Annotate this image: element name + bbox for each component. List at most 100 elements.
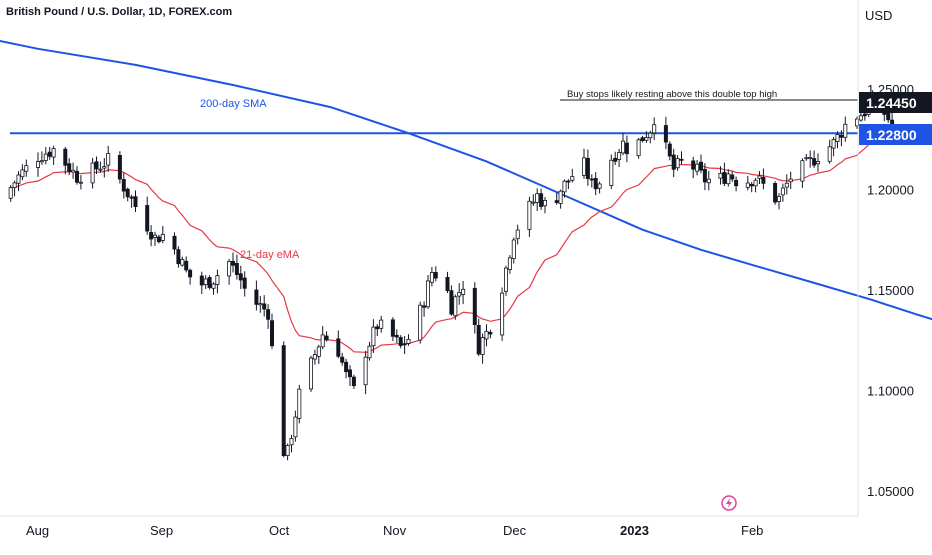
candle-body: [375, 326, 380, 330]
candle: [652, 117, 657, 141]
candle: [363, 350, 368, 395]
candle: [47, 146, 52, 160]
candle-body: [172, 235, 177, 250]
candle: [535, 188, 540, 211]
candle-body: [808, 157, 813, 159]
candle-body: [320, 334, 325, 348]
candle-body: [121, 179, 126, 192]
y-tick-label: 1.20000: [867, 183, 914, 198]
candle: [106, 145, 111, 172]
candle-body: [757, 175, 762, 179]
candle: [691, 156, 696, 179]
candle-body: [476, 324, 481, 355]
candle-body: [671, 154, 676, 170]
candle: [480, 333, 485, 364]
candle: [172, 232, 177, 255]
candle: [761, 168, 766, 190]
candle-body: [543, 200, 548, 207]
candle-body: [761, 177, 766, 184]
candle: [433, 266, 438, 282]
candle-body: [215, 275, 220, 285]
candle: [203, 275, 208, 289]
candle: [90, 157, 95, 189]
candle-body: [652, 124, 657, 134]
candle-body: [730, 174, 735, 180]
candle-body: [199, 275, 204, 286]
candle-body: [527, 200, 532, 230]
candle: [757, 171, 762, 185]
candle-body: [691, 160, 696, 170]
candle-body: [800, 160, 805, 182]
candle: [531, 194, 536, 206]
candle: [125, 187, 130, 202]
y-tick-label: 1.10000: [867, 384, 914, 399]
candle: [12, 180, 17, 197]
candle-body: [816, 161, 821, 165]
flash-icon[interactable]: [721, 495, 737, 511]
candle: [800, 158, 805, 188]
candle-body: [472, 287, 477, 325]
candle: [379, 315, 384, 333]
candle: [734, 176, 739, 192]
candle: [636, 138, 641, 159]
candle-body: [780, 187, 785, 196]
candle-body: [621, 140, 626, 154]
candle-body: [422, 305, 427, 308]
candle-body: [663, 125, 668, 143]
candle-body: [858, 115, 863, 121]
candle-body: [609, 159, 614, 186]
candle: [570, 168, 575, 183]
candle: [816, 153, 821, 172]
candle-body: [36, 161, 41, 168]
candle-body: [363, 356, 368, 386]
candle-body: [718, 172, 723, 179]
candle-body: [511, 239, 516, 259]
candle-body: [347, 369, 352, 378]
candle-body: [445, 277, 450, 292]
candle-body: [297, 388, 302, 419]
candle: [445, 271, 450, 293]
candle-body: [75, 170, 80, 183]
time-scale[interactable]: Aug Sep Oct Nov Dec 2023 Feb: [26, 523, 763, 538]
ema-label: 21-day eMA: [240, 249, 300, 261]
candle: [749, 182, 754, 193]
candle-body: [418, 304, 423, 341]
candle-body: [890, 119, 895, 125]
candle-body: [258, 303, 263, 306]
candle: [8, 185, 13, 202]
candle: [402, 336, 407, 354]
price-scale[interactable]: 1.25000 1.20000 1.15000 1.10000 1.05000: [867, 82, 914, 499]
candle-body: [340, 356, 345, 363]
candle: [855, 116, 860, 129]
candle-body: [351, 376, 356, 387]
candle-body: [804, 157, 809, 160]
candle: [500, 287, 505, 341]
candle-body: [734, 179, 739, 187]
candle: [340, 352, 345, 366]
candle-body: [316, 346, 321, 357]
candle: [394, 329, 399, 343]
candle-body: [324, 335, 329, 341]
candle: [94, 156, 99, 175]
candle-body: [812, 158, 817, 166]
candle: [351, 374, 356, 389]
candle: [71, 162, 76, 179]
candle: [827, 139, 832, 164]
candle-body: [149, 232, 154, 240]
candle: [457, 283, 462, 305]
candle: [367, 342, 372, 361]
candle-body: [269, 320, 274, 347]
candle: [254, 280, 259, 311]
candle-body: [238, 273, 243, 281]
candle: [160, 226, 165, 244]
price-tag-1.24450: 1.24450: [859, 92, 932, 113]
candle-body: [745, 182, 750, 188]
candle: [117, 151, 122, 184]
candle-body: [554, 200, 559, 203]
candle-body: [285, 445, 290, 456]
candle: [543, 197, 548, 214]
candle: [215, 269, 220, 294]
candle: [129, 194, 134, 208]
candle: [745, 175, 750, 191]
